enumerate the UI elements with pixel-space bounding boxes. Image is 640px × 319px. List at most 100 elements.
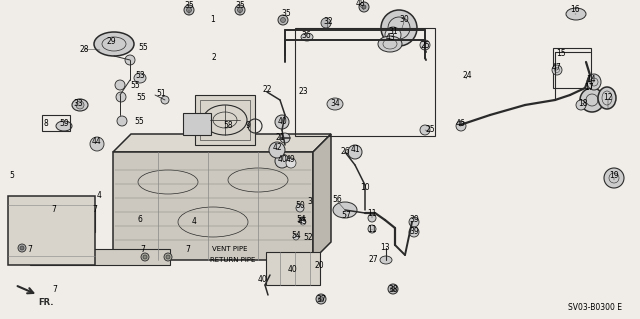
Text: 41: 41 [350,145,360,154]
Text: 4: 4 [191,218,196,226]
Text: 39: 39 [409,216,419,225]
Circle shape [316,294,326,304]
Text: 10: 10 [360,182,370,191]
Ellipse shape [380,256,392,264]
Circle shape [319,296,323,301]
Circle shape [117,116,127,126]
Text: 7: 7 [52,285,58,293]
Text: 12: 12 [604,93,612,101]
Text: 8: 8 [44,118,49,128]
Ellipse shape [56,121,72,131]
Text: 52: 52 [303,233,313,241]
Text: 7: 7 [186,244,191,254]
Circle shape [20,246,24,250]
Text: 11: 11 [367,225,377,234]
Text: 35: 35 [235,1,245,10]
Text: 53: 53 [135,71,145,80]
Text: 9: 9 [246,122,250,130]
Text: 46: 46 [455,120,465,129]
Text: 16: 16 [570,5,580,14]
Ellipse shape [134,73,146,83]
Text: 40: 40 [257,275,267,284]
Circle shape [409,227,419,237]
Ellipse shape [301,33,313,41]
Circle shape [388,284,398,294]
Circle shape [90,137,104,151]
Circle shape [456,121,466,131]
Polygon shape [30,249,170,265]
Circle shape [278,15,288,25]
Bar [295,28,435,136]
Polygon shape [30,210,95,232]
Text: 55: 55 [130,80,140,90]
Text: 42: 42 [272,144,282,152]
Circle shape [164,253,172,261]
Circle shape [141,253,149,261]
Text: 40: 40 [277,155,287,165]
Text: 35: 35 [184,1,194,10]
Circle shape [293,234,299,240]
Text: 40: 40 [288,265,298,275]
Circle shape [76,253,84,261]
Circle shape [604,168,624,188]
Circle shape [74,217,82,225]
Text: 7: 7 [52,205,56,214]
Text: 56: 56 [332,196,342,204]
Circle shape [52,255,56,259]
Ellipse shape [566,8,586,20]
Text: 3: 3 [308,197,312,205]
Ellipse shape [94,32,134,56]
Text: 49: 49 [286,155,296,165]
Circle shape [78,255,82,259]
Text: 37: 37 [316,295,326,305]
Circle shape [237,8,243,12]
Text: 51: 51 [156,90,166,99]
Text: 44: 44 [92,137,102,146]
Circle shape [390,286,396,292]
Bar [42,115,70,131]
Text: 24: 24 [462,70,472,79]
Text: SV03-B0300 E: SV03-B0300 E [568,302,622,311]
Text: 22: 22 [262,85,272,94]
Text: FR.: FR. [38,298,54,307]
Ellipse shape [327,98,343,110]
Text: 15: 15 [556,48,566,57]
Circle shape [300,219,306,225]
Circle shape [161,96,169,104]
Text: 28: 28 [79,44,89,54]
Circle shape [420,125,430,135]
Text: 32: 32 [323,17,333,26]
Text: 54: 54 [296,214,306,224]
Circle shape [52,219,56,223]
Text: 13: 13 [380,242,390,251]
Circle shape [359,2,369,12]
Circle shape [385,27,401,43]
Circle shape [576,100,586,110]
Text: 18: 18 [579,99,588,108]
Bar [200,100,250,140]
Polygon shape [8,196,95,265]
Text: 5: 5 [10,170,15,180]
Circle shape [115,80,125,90]
Circle shape [116,92,126,102]
Circle shape [362,5,366,9]
Circle shape [186,8,191,12]
Text: 35: 35 [281,10,291,19]
Circle shape [368,225,376,233]
Text: 55: 55 [138,42,148,51]
Text: 6: 6 [138,214,143,224]
Text: 7: 7 [28,244,33,254]
Circle shape [280,133,290,143]
Circle shape [50,253,58,261]
Circle shape [552,65,562,75]
Text: 23: 23 [298,86,308,95]
Text: 29: 29 [106,38,116,47]
Circle shape [235,5,245,15]
Text: 59: 59 [59,120,69,129]
Circle shape [409,217,419,227]
Text: 43: 43 [385,33,395,41]
Circle shape [275,154,289,168]
Text: 34: 34 [330,99,340,108]
Polygon shape [313,134,331,260]
Text: 50: 50 [295,202,305,211]
